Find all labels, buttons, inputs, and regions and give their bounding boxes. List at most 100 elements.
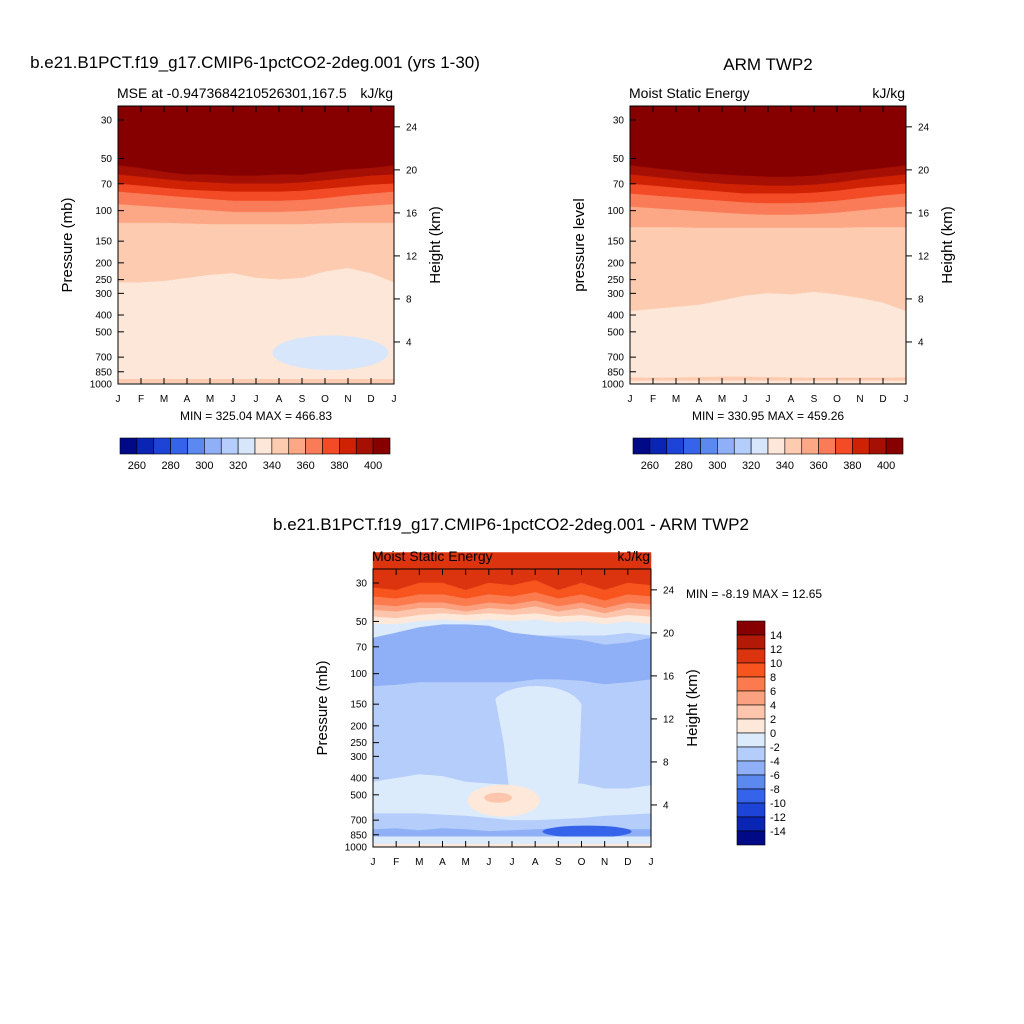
y-tick-label: 250: [350, 738, 367, 749]
colorbar-cell: [784, 437, 803, 455]
colorbar-cell: [666, 437, 684, 455]
colorbar-label: -4: [770, 756, 780, 768]
y2-tick-label: 12: [918, 251, 930, 262]
x-tick-label: A: [184, 394, 191, 405]
y-tick-label: 500: [350, 790, 367, 801]
y-tick-label: 70: [356, 642, 368, 653]
colorbar-cell: [271, 437, 290, 455]
colorbar-cell: [220, 437, 239, 455]
colorbar-cell: [885, 437, 904, 455]
y-axis-label: Pressure (mb): [314, 660, 331, 755]
x-tick-label: J: [649, 857, 654, 868]
x-tick-label: J: [392, 394, 397, 405]
y2-tick-label: 12: [406, 251, 418, 262]
x-tick-label: A: [439, 857, 446, 868]
field-blob: [272, 335, 389, 371]
x-tick-label: O: [321, 394, 329, 405]
colorbar: 260 280 300 320 340 360 380 400: [632, 437, 904, 472]
stats-label: MIN = -8.19 MAX = 12.65: [686, 587, 822, 601]
y2-axis-label: Height (km): [427, 206, 444, 284]
y-tick-label: 850: [350, 830, 367, 841]
y-tick-label: 30: [613, 116, 625, 127]
y2-tick-label: 20: [918, 165, 930, 176]
colorbar: 260 280 300 320 340 360 380 400: [119, 437, 391, 472]
y-tick-label: 300: [350, 752, 367, 763]
subtitle-right: kJ/kg: [872, 85, 905, 101]
x-tick-label: M: [718, 394, 726, 405]
colorbar-cell: [372, 437, 391, 455]
y-tick-label: 250: [95, 275, 112, 286]
colorbar: 14 12 10 8 6 4 2 0 -2 -4 -6 -8 -10 -12 -14: [736, 620, 786, 846]
colorbar-cell: [868, 437, 887, 455]
y-tick-label: 150: [95, 237, 112, 248]
colorbar-cell: [700, 437, 718, 455]
colorbar-cell: [736, 788, 766, 804]
colorbar-label: 380: [330, 460, 348, 472]
y2-axis-label: Height (km): [939, 206, 956, 284]
colorbar-label: 10: [770, 658, 782, 670]
colorbar-cell: [736, 816, 766, 832]
x-tick-label: M: [461, 857, 469, 868]
colorbar-cell: [254, 437, 273, 455]
colorbar-cell: [736, 648, 766, 664]
x-tick-label: D: [367, 394, 374, 405]
colorbar-cell: [153, 437, 171, 455]
x-tick-label: M: [415, 857, 423, 868]
colorbar-cell: [801, 437, 819, 455]
colorbar-label: 6: [770, 686, 776, 698]
y2-tick-label: 4: [406, 337, 412, 348]
field: [629, 106, 907, 385]
y-axis-label: pressure level: [571, 198, 588, 291]
y-tick-label: 700: [607, 353, 624, 364]
y2-tick-label: 16: [406, 208, 418, 219]
y-tick-label: 100: [350, 669, 367, 680]
colorbar-label: -12: [770, 812, 786, 824]
colorbar-cell: [136, 437, 155, 455]
colorbar-label: -10: [770, 798, 786, 810]
subtitle-left: Moist Static Energy: [629, 85, 750, 101]
subtitle-right: kJ/kg: [617, 548, 650, 564]
y2-tick-label: 8: [406, 294, 412, 305]
x-tick-label: M: [160, 394, 168, 405]
x-tick-label: S: [811, 394, 818, 405]
colorbar-cell: [736, 620, 766, 636]
colorbar-label: 400: [364, 460, 382, 472]
colorbar-cell: [119, 437, 138, 455]
y2-tick-label: 16: [918, 208, 930, 219]
y2-tick-label: 20: [663, 628, 675, 639]
x-tick-label: S: [555, 857, 562, 868]
x-tick-label: F: [650, 394, 656, 405]
colorbar-cell: [736, 676, 766, 692]
colorbar-label: 340: [263, 460, 281, 472]
colorbar-cell: [355, 437, 374, 455]
y-tick-label: 700: [95, 353, 112, 364]
y2-tick-label: 20: [406, 165, 418, 176]
colorbar-cell: [852, 437, 870, 455]
y-tick-label: 30: [101, 116, 113, 127]
x-tick-label: N: [856, 394, 863, 405]
colorbar-label: 4: [770, 700, 776, 712]
colorbar-cell: [632, 437, 651, 455]
colorbar-cell: [736, 690, 766, 706]
colorbar-cell: [237, 437, 256, 455]
y-tick-label: 70: [101, 179, 113, 190]
colorbar-cell: [818, 437, 836, 455]
y2-tick-label: 8: [918, 294, 924, 305]
y-tick-label: 1000: [90, 380, 113, 391]
x-tick-label: N: [344, 394, 351, 405]
x-tick-label: A: [532, 857, 539, 868]
x-tick-label: O: [833, 394, 841, 405]
y-tick-label: 700: [350, 816, 367, 827]
y-tick-label: 1000: [345, 843, 368, 854]
y-tick-label: 400: [607, 311, 624, 322]
colorbar-label: 340: [776, 460, 794, 472]
colorbar-cell: [339, 437, 357, 455]
colorbar-cell: [736, 662, 766, 678]
colorbar-label: 300: [195, 460, 213, 472]
colorbar-cell: [736, 732, 766, 748]
colorbar-cell: [750, 437, 769, 455]
colorbar-cell: [683, 437, 701, 455]
colorbar-label: 280: [674, 460, 692, 472]
y-tick-label: 70: [613, 179, 625, 190]
colorbar-cell: [322, 437, 340, 455]
